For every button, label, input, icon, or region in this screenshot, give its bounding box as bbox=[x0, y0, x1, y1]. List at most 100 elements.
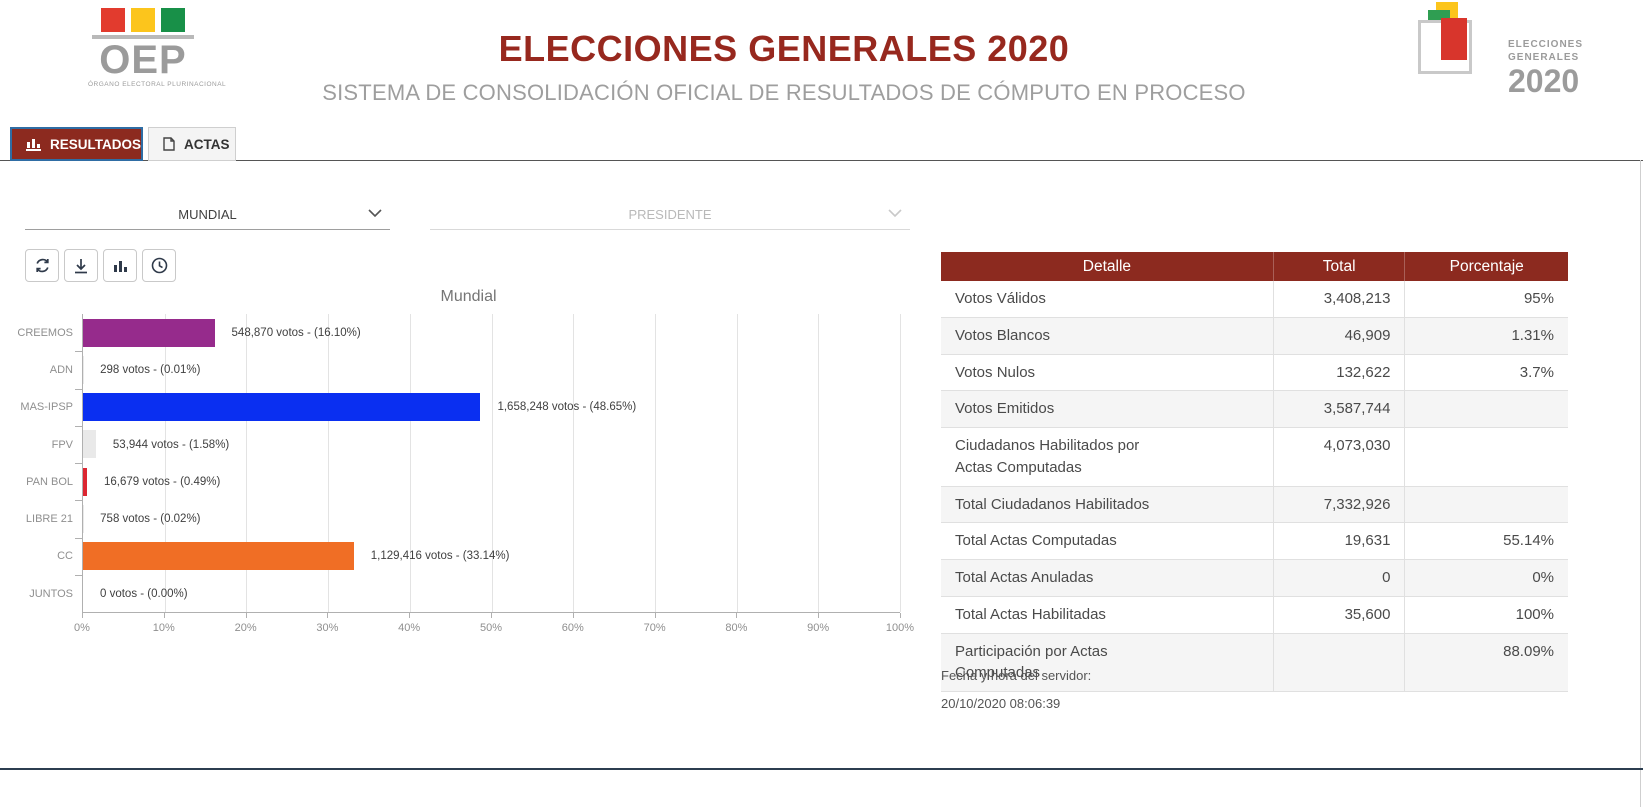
tab-resultados-label: RESULTADOS bbox=[50, 136, 141, 152]
x-axis-label: 30% bbox=[316, 622, 339, 635]
download-icon bbox=[75, 258, 87, 273]
chart-view-button[interactable] bbox=[103, 249, 137, 282]
gridline bbox=[818, 314, 820, 613]
x-axis-label: 50% bbox=[479, 622, 503, 635]
gridline bbox=[491, 314, 493, 613]
table-row: Total Actas Habilitadas 35,600 100% bbox=[941, 596, 1568, 634]
x-axis-tick bbox=[245, 613, 247, 619]
cell-porcentaje: 100% bbox=[1404, 596, 1568, 634]
history-button[interactable] bbox=[142, 249, 176, 282]
cell-total: 0 bbox=[1272, 559, 1406, 597]
x-axis-label: 60% bbox=[561, 622, 584, 635]
bar-value-label: 1,658,248 votos - (48.65%) bbox=[497, 401, 637, 414]
cell-detalle: Votos Nulos bbox=[941, 354, 1274, 392]
y-axis-tick bbox=[75, 388, 83, 390]
document-icon bbox=[163, 137, 175, 151]
cell-porcentaje: 95% bbox=[1404, 281, 1568, 318]
cell-porcentaje: 88.09% bbox=[1404, 633, 1568, 692]
contest-select-value: PRESIDENTE bbox=[628, 207, 712, 222]
cell-total: 4,073,030 bbox=[1272, 427, 1406, 487]
cell-porcentaje: 0% bbox=[1404, 559, 1568, 597]
chart-row-creemos: CREEMOS 548,870 votos - (16.10%) bbox=[17, 314, 900, 351]
bar-pan-bol[interactable] bbox=[83, 467, 87, 496]
oep-red-square bbox=[101, 8, 125, 32]
cell-porcentaje: 1.31% bbox=[1404, 317, 1568, 355]
contest-select[interactable]: PRESIDENTE bbox=[430, 200, 910, 230]
cell-detalle: Participación por Actas Computadas bbox=[941, 633, 1274, 692]
bar-mas-ipsp[interactable] bbox=[83, 393, 481, 422]
oep-logo: OEP ÓRGANO ELECTORAL PLURINACIONAL bbox=[88, 8, 227, 88]
content-right-border bbox=[1640, 160, 1641, 807]
footer-divider bbox=[0, 768, 1643, 770]
cell-total: 46,909 bbox=[1272, 317, 1406, 355]
oep-logo-bar bbox=[92, 35, 194, 39]
cell-porcentaje: 3.7% bbox=[1404, 354, 1568, 392]
y-axis-tick bbox=[75, 537, 83, 539]
chevron-down-icon bbox=[368, 209, 382, 218]
oep-logo-squares bbox=[88, 8, 198, 32]
x-axis-tick bbox=[82, 613, 83, 619]
gridline bbox=[246, 314, 248, 613]
chart-row-mas-ipsp: MAS-IPSP 1,658,248 votos - (48.65%) bbox=[20, 388, 900, 426]
category-label: CC bbox=[57, 550, 73, 563]
table-row: Total Actas Computadas 19,631 55.14% bbox=[941, 522, 1568, 560]
chart-row-libre-21: LIBRE 21 758 votos - (0.02%) bbox=[26, 500, 900, 537]
category-label: LIBRE 21 bbox=[25, 513, 73, 526]
y-axis-tick bbox=[75, 425, 83, 427]
cell-total: 3,408,213 bbox=[1272, 281, 1406, 318]
cell-detalle: Votos Emitidos bbox=[941, 390, 1274, 428]
table-row: Participación por Actas Computadas 88.09% bbox=[941, 633, 1568, 692]
tab-actas[interactable]: ACTAS bbox=[148, 127, 236, 161]
chart-plot-area: CREEMOS 548,870 votos - (16.10%) ADN 298 vo… bbox=[17, 314, 901, 613]
cell-detalle: Votos Válidos bbox=[941, 281, 1274, 318]
x-axis-label: 40% bbox=[398, 622, 421, 635]
bar-value-label: 0 votos - (0.00%) bbox=[100, 587, 188, 600]
x-axis-tick bbox=[163, 613, 165, 619]
bar-value-label: 53,944 votos - (1.58%) bbox=[112, 438, 230, 451]
tab-resultados[interactable]: RESULTADOS bbox=[10, 127, 143, 161]
table-row: Votos Blancos 46,909 1.31% bbox=[941, 317, 1568, 355]
category-label: PAN BOL bbox=[26, 475, 73, 488]
bar-value-label: 548,870 votos - (16.10%) bbox=[231, 326, 361, 339]
x-axis-label: 10% bbox=[152, 622, 175, 635]
bar-cc[interactable] bbox=[83, 542, 354, 571]
oep-logo-text: OEP bbox=[99, 38, 187, 82]
server-time-value: 20/10/2020 08:06:39 bbox=[941, 696, 1061, 711]
oep-logo-subtext: ÓRGANO ELECTORAL PLURINACIONAL bbox=[88, 81, 227, 88]
gridline bbox=[164, 314, 166, 613]
x-axis-label: 0% bbox=[74, 622, 90, 635]
server-time-label: Fecha y hora del servidor: bbox=[941, 668, 1092, 683]
download-button[interactable] bbox=[64, 249, 98, 282]
category-label: FPV bbox=[51, 438, 73, 451]
category-label: CREEMOS bbox=[17, 326, 73, 339]
bar-fpv[interactable] bbox=[83, 430, 96, 459]
server-time-block: Fecha y hora del servidor: 20/10/2020 08… bbox=[941, 668, 1091, 711]
scope-select[interactable]: MUNDIAL bbox=[25, 200, 390, 230]
table-row: Votos Válidos 3,408,213 95% bbox=[941, 281, 1568, 318]
refresh-button[interactable] bbox=[25, 249, 59, 282]
x-axis-tick bbox=[818, 613, 820, 619]
cell-detalle: Total Actas Habilitadas bbox=[941, 596, 1274, 634]
x-axis-tick bbox=[654, 613, 656, 619]
chart-row-juntos: JUNTOS 0 votos - (0.00%) bbox=[29, 575, 900, 612]
gridline bbox=[736, 314, 738, 613]
cell-total: 132,622 bbox=[1272, 354, 1406, 392]
category-label: MAS-IPSP bbox=[20, 401, 73, 414]
page-subtitle: SISTEMA DE CONSOLIDACIÓN OFICIAL DE RESU… bbox=[322, 80, 1246, 105]
y-axis-tick bbox=[75, 575, 83, 577]
table-row: Votos Emitidos 3,587,744 bbox=[941, 390, 1568, 428]
x-axis-tick bbox=[572, 613, 574, 619]
header-total: Total bbox=[1272, 252, 1405, 281]
gridline bbox=[573, 314, 575, 613]
x-axis-label: 70% bbox=[643, 622, 666, 635]
logo-line2: GENERALES bbox=[1508, 52, 1580, 63]
x-axis-label: 90% bbox=[807, 622, 830, 635]
logo-red-ballot bbox=[1441, 18, 1467, 60]
gridline bbox=[654, 314, 656, 613]
header-detalle: Detalle bbox=[941, 252, 1274, 281]
bar-creemos[interactable] bbox=[83, 318, 215, 347]
x-axis-label: 100% bbox=[885, 622, 915, 635]
cell-porcentaje bbox=[1404, 390, 1568, 428]
oep-yellow-square bbox=[131, 8, 155, 32]
cell-detalle: Total Actas Anuladas bbox=[941, 559, 1274, 597]
